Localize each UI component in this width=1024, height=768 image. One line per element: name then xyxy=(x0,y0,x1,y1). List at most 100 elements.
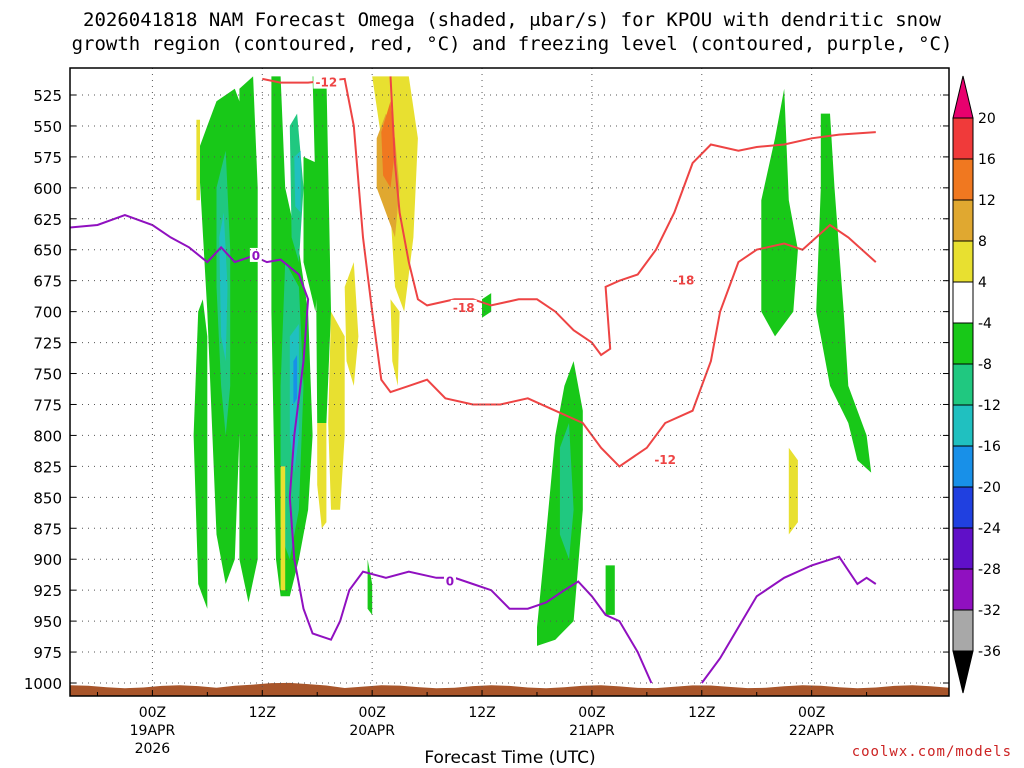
colorbar-segment-9 xyxy=(952,486,974,529)
y-tick-label-8: 725 xyxy=(33,335,62,353)
colorbar-label-4: 4 xyxy=(978,275,987,291)
colorbar-label-0: 20 xyxy=(978,111,996,127)
colorbar-segment-8 xyxy=(952,445,974,488)
contour-label-extra-bg-0 xyxy=(670,272,697,287)
y-tick-label-12: 825 xyxy=(33,458,62,476)
freezing-label-bg xyxy=(249,247,262,262)
y-tick-label-15: 900 xyxy=(33,551,62,569)
omega-region-22 xyxy=(344,262,359,386)
freezing-label-bg-2 xyxy=(443,573,456,588)
omega-region-11 xyxy=(816,113,872,473)
omega-region-16 xyxy=(219,212,228,362)
omega-region-23 xyxy=(317,423,327,529)
omega-region-27 xyxy=(788,447,798,535)
x-tick-date-6: 22APR xyxy=(789,723,835,739)
axes: 525 550 575 600 625 650 675 700 725 750 775 800 825 8… xyxy=(24,67,950,757)
colorbar-label-1: 16 xyxy=(978,152,996,168)
y-tick-label-16: 925 xyxy=(33,582,62,600)
omega-region-1 xyxy=(193,299,208,609)
omega-region-10 xyxy=(761,88,798,337)
colorbar: 20 16 12 8 4 -4 -8 -12 -16 -20 -24 -28 -32 -36 xyxy=(952,75,1001,694)
y-tick-label-4: 625 xyxy=(33,211,62,229)
x-tick-label-2: 00Z xyxy=(358,705,385,721)
colorbar-label-10: -24 xyxy=(978,521,1001,537)
x-tick-label-6: 00Z xyxy=(798,705,825,721)
omega-region-4 xyxy=(312,76,331,424)
omega-region-25 xyxy=(280,466,286,591)
y-tick-label-6: 675 xyxy=(33,273,62,291)
x-tick-date-0: 19APR xyxy=(130,723,176,739)
contour-label-bg-1 xyxy=(450,299,477,314)
omega-region-26 xyxy=(390,299,400,386)
x-tick-label-5: 12Z xyxy=(688,705,715,721)
omega-region-29 xyxy=(381,101,395,188)
omega-region-21 xyxy=(328,311,345,510)
omega-region-6 xyxy=(367,559,373,615)
colorbar-bottom-arrow xyxy=(952,650,974,694)
colorbar-label-11: -28 xyxy=(978,562,1001,578)
colorbar-top-arrow xyxy=(952,75,974,119)
y-tick-label-9: 750 xyxy=(33,366,62,384)
contour-label-bg-0 xyxy=(313,74,340,89)
x-tick-date-4: 21APR xyxy=(569,723,615,739)
colorbar-segment-3 xyxy=(952,240,974,283)
colorbar-segment-11 xyxy=(952,568,974,611)
terrain-surface xyxy=(70,682,949,696)
colorbar-label-8: -16 xyxy=(978,439,1001,455)
y-tick-label-2: 575 xyxy=(33,149,62,167)
colorbar-segment-4 xyxy=(952,281,974,324)
colorbar-segment-0 xyxy=(952,117,974,160)
contour-label--18: -18 xyxy=(453,301,475,315)
colorbar-label-7: -12 xyxy=(978,398,1001,414)
colorbar-label-5: -4 xyxy=(978,316,992,332)
y-tick-label-3: 600 xyxy=(33,180,62,198)
x-tick-label-0: 00Z xyxy=(139,705,166,721)
omega-region-19 xyxy=(293,355,298,405)
y-tick-label-7: 700 xyxy=(33,304,62,322)
omega-region-2 xyxy=(239,76,258,603)
omega-region-15 xyxy=(559,423,574,560)
colorbar-label-6: -8 xyxy=(978,357,992,373)
omega-region-5 xyxy=(303,156,322,312)
credit-label[interactable]: coolwx.com/models xyxy=(851,744,1012,760)
colorbar-segment-10 xyxy=(952,527,974,570)
x-axis-label: Forecast Time (UTC) xyxy=(424,748,596,768)
x-tick-label-4: 00Z xyxy=(578,705,605,721)
contour-label-extra-bg-1 xyxy=(652,452,679,467)
colorbar-label-13: -36 xyxy=(978,644,1001,660)
contour--18 xyxy=(389,76,876,357)
colorbar-segment-1 xyxy=(952,158,974,201)
freezing-level-label: 0 xyxy=(252,249,260,263)
y-tick-label-17: 950 xyxy=(33,613,62,631)
plot-area: -12 -18 0 0 -18 -12 xyxy=(70,68,949,696)
contour-label--12: -12 xyxy=(316,76,338,90)
plot-frame xyxy=(69,67,950,697)
omega-region-18 xyxy=(294,150,301,213)
colorbar-label-3: 8 xyxy=(978,234,987,250)
colorbar-segment-12 xyxy=(952,609,974,652)
freezing-level-line-1 xyxy=(700,555,877,684)
colorbar-segment-5 xyxy=(952,322,974,365)
y-tick-label-0: 525 xyxy=(33,87,62,105)
x-tick-year-0: 2026 xyxy=(135,741,171,757)
contour-label-extra-1: -12 xyxy=(654,453,676,467)
contour--12 xyxy=(262,77,877,468)
x-tick-label-1: 12Z xyxy=(249,705,276,721)
freezing-level-label-2: 0 xyxy=(446,574,454,588)
omega-region-24 xyxy=(196,119,200,201)
colorbar-segment-7 xyxy=(952,404,974,447)
y-tick-label-18: 975 xyxy=(33,644,62,662)
colorbar-segment-6 xyxy=(952,363,974,406)
chart-title: 2026041818 NAM Forecast Omega (shaded, μ… xyxy=(71,9,953,55)
y-tick-label-10: 775 xyxy=(33,396,62,414)
y-tick-label-5: 650 xyxy=(33,242,62,260)
contour-label-extra-0: -18 xyxy=(673,274,695,288)
y-tick-label-14: 875 xyxy=(33,520,62,538)
colorbar-label-9: -20 xyxy=(978,480,1001,496)
freezing-level-line-0 xyxy=(70,214,653,684)
x-tick-label-3: 12Z xyxy=(468,705,495,721)
colorbar-label-12: -32 xyxy=(978,603,1001,619)
y-tick-label-13: 850 xyxy=(33,489,62,507)
y-tick-label-11: 800 xyxy=(33,427,62,445)
